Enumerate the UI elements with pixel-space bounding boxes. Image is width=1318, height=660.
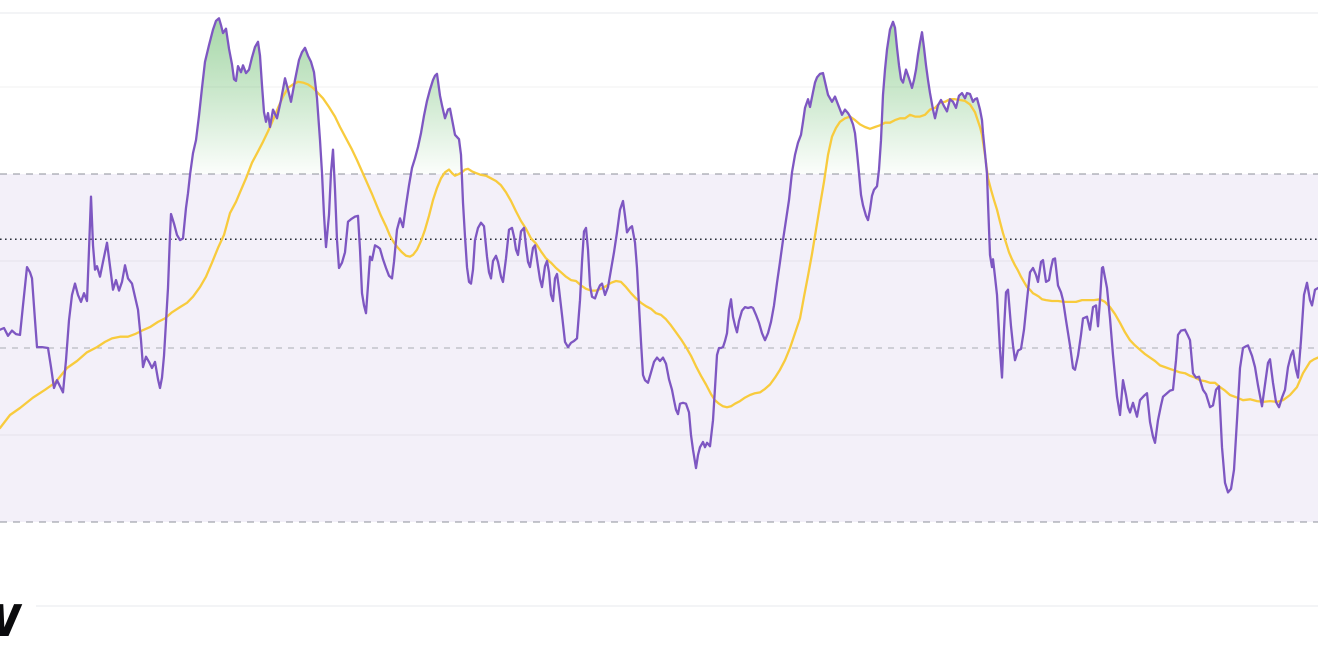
rsi-line[interactable] [0, 17, 1318, 494]
rsi-chart-canvas[interactable] [0, 0, 1318, 638]
indicator-pane: W [0, 0, 1318, 644]
rsi-ma-line[interactable] [0, 80, 1318, 430]
